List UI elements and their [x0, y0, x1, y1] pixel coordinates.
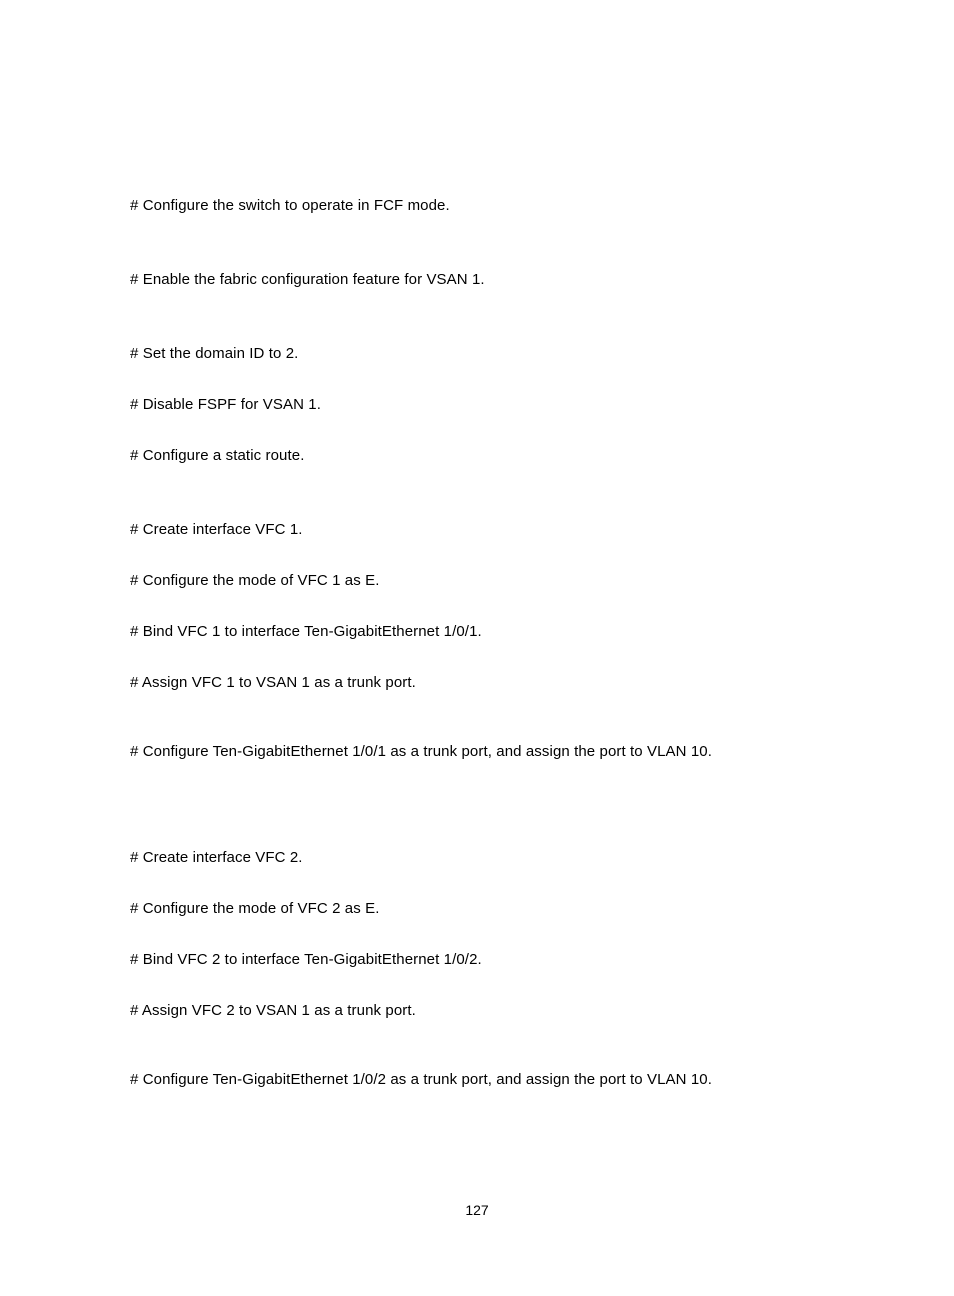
config-line: # Configure a static route. [130, 445, 824, 466]
config-line: # Set the domain ID to 2. [130, 343, 824, 364]
config-line: # Disable FSPF for VSAN 1. [130, 394, 824, 415]
config-line: # Bind VFC 1 to interface Ten-GigabitEth… [130, 621, 824, 642]
config-line: # Assign VFC 1 to VSAN 1 as a trunk port… [130, 672, 824, 693]
config-line: # Assign VFC 2 to VSAN 1 as a trunk port… [130, 1000, 824, 1021]
config-line: # Bind VFC 2 to interface Ten-GigabitEth… [130, 949, 824, 970]
config-line: # Configure Ten-GigabitEthernet 1/0/2 as… [130, 1069, 824, 1090]
config-line: # Configure Ten-GigabitEthernet 1/0/1 as… [130, 741, 824, 762]
config-line: # Configure the mode of VFC 2 as E. [130, 898, 824, 919]
page-content: # Configure the switch to operate in FCF… [0, 0, 954, 1090]
page-number: 127 [0, 1202, 954, 1218]
config-line: # Configure the switch to operate in FCF… [130, 195, 824, 216]
config-line: # Enable the fabric configuration featur… [130, 269, 824, 290]
config-line: # Configure the mode of VFC 1 as E. [130, 570, 824, 591]
config-line: # Create interface VFC 1. [130, 519, 824, 540]
config-line: # Create interface VFC 2. [130, 847, 824, 868]
